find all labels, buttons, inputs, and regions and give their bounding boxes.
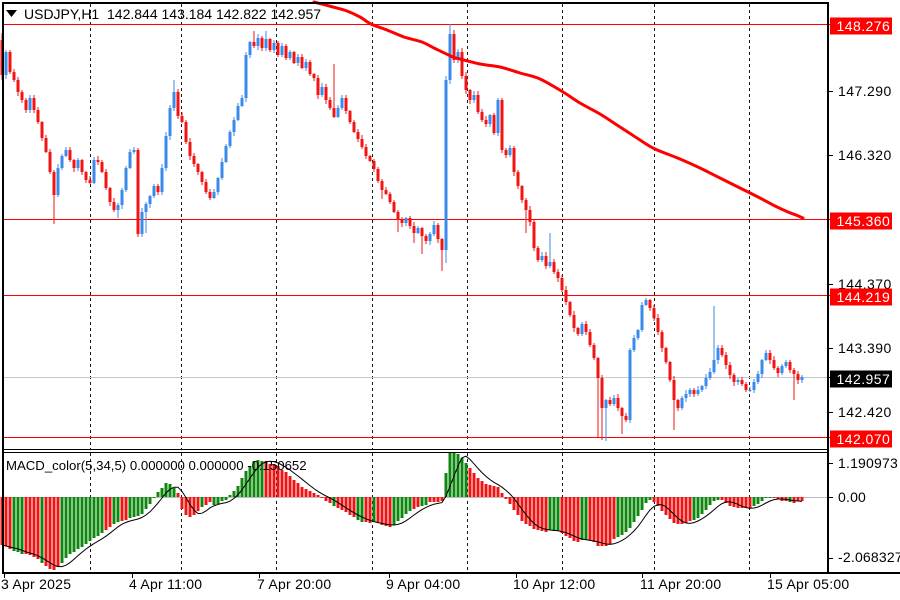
svg-text:10 Apr 12:00: 10 Apr 12:00 (513, 576, 595, 592)
svg-text:145.360: 145.360 (837, 213, 891, 229)
svg-text:4 Apr 11:00: 4 Apr 11:00 (129, 576, 202, 592)
svg-text:144.219: 144.219 (837, 289, 891, 305)
svg-text:15 Apr 05:00: 15 Apr 05:00 (767, 576, 849, 592)
svg-text:USDJPY,H1 142.844 143.184 142: USDJPY,H1 142.844 143.184 142.822 142.95… (24, 6, 321, 22)
svg-text:9 Apr 04:00: 9 Apr 04:00 (386, 576, 460, 592)
svg-text:3 Apr 2025: 3 Apr 2025 (1, 576, 71, 592)
svg-text:143.390: 143.390 (838, 340, 892, 356)
svg-text:142.070: 142.070 (837, 431, 891, 447)
svg-text:0.00: 0.00 (838, 489, 866, 505)
svg-text:-2.068327: -2.068327 (838, 549, 900, 565)
svg-text:1.190973: 1.190973 (838, 455, 898, 471)
svg-text:MACD_color(5,34,5) 0.000000 0.: MACD_color(5,34,5) 0.000000 0.000000 -0.… (6, 458, 307, 473)
svg-text:11 Apr 20:00: 11 Apr 20:00 (640, 576, 721, 592)
svg-text:7 Apr 20:00: 7 Apr 20:00 (257, 576, 331, 592)
svg-text:142.420: 142.420 (838, 404, 892, 420)
svg-text:142.957: 142.957 (837, 371, 891, 387)
svg-text:146.320: 146.320 (838, 147, 892, 163)
svg-text:148.276: 148.276 (837, 18, 891, 34)
svg-text:144.370: 144.370 (838, 276, 892, 292)
svg-text:147.290: 147.290 (838, 83, 892, 99)
